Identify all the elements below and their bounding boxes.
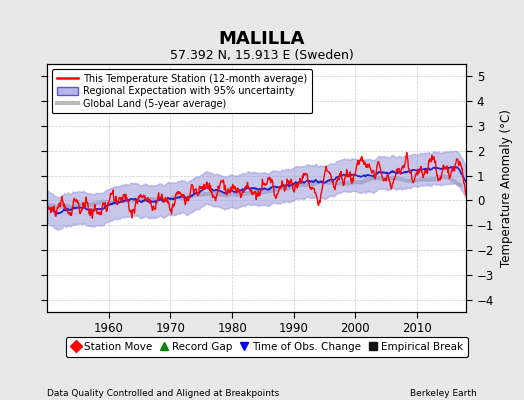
Text: 57.392 N, 15.913 E (Sweden): 57.392 N, 15.913 E (Sweden) [170, 49, 354, 62]
Legend: Station Move, Record Gap, Time of Obs. Change, Empirical Break: Station Move, Record Gap, Time of Obs. C… [66, 337, 468, 357]
Text: MALILLA: MALILLA [219, 30, 305, 48]
Y-axis label: Temperature Anomaly (°C): Temperature Anomaly (°C) [500, 109, 512, 267]
Text: Berkeley Earth: Berkeley Earth [410, 389, 477, 398]
Legend: This Temperature Station (12-month average), Regional Expectation with 95% uncer: This Temperature Station (12-month avera… [52, 69, 312, 114]
Text: Data Quality Controlled and Aligned at Breakpoints: Data Quality Controlled and Aligned at B… [47, 389, 279, 398]
